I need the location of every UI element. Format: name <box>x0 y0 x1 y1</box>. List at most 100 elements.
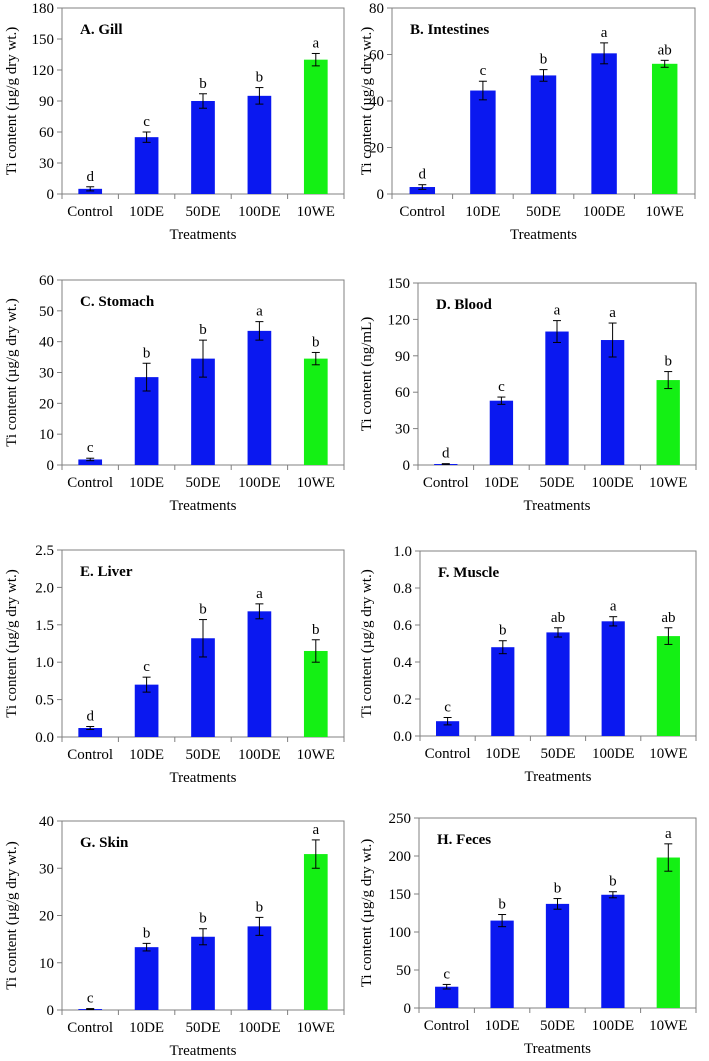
x-tick-label: 100DE <box>592 1018 635 1034</box>
x-axis-title: Treatments <box>510 227 577 243</box>
chart-blood: 0 30 60 90 120 150 d Control c 10DE a 50DE a 100DE b 10… <box>359 276 697 514</box>
x-tick-label: 10WE <box>649 1018 687 1034</box>
bar-10de <box>134 947 159 1010</box>
significance-label: c <box>143 114 150 130</box>
bar-10de <box>491 647 515 736</box>
bar-10we <box>303 59 328 194</box>
significance-label: a <box>256 586 263 602</box>
bar-control <box>78 188 103 194</box>
bar-50de <box>191 358 215 465</box>
chart-gill: 0 30 60 90 120 150 180 d Control c 10DE b 50DE b 100DE… <box>4 1 345 243</box>
significance-label: ab <box>551 610 565 626</box>
significance-label: b <box>498 897 506 913</box>
bar-50de <box>545 331 569 465</box>
bar-control <box>436 721 460 736</box>
x-tick-label: 100DE <box>591 475 634 491</box>
x-tick-label: 10DE <box>129 204 164 220</box>
y-tick-label: 150 <box>32 32 55 48</box>
significance-label: a <box>312 822 319 838</box>
y-tick-label: 50 <box>39 304 54 320</box>
x-tick-label: Control <box>67 475 113 491</box>
significance-label: ab <box>658 42 672 58</box>
x-axis-title: Treatments <box>524 498 591 514</box>
y-tick-label: 40 <box>369 94 384 110</box>
chart-skin: 0 10 20 30 40 c Control b 10DE b 50DE b 100DE a 10WE Tr… <box>4 814 345 1059</box>
x-tick-label: 50DE <box>186 204 221 220</box>
significance-label: a <box>554 303 561 319</box>
x-tick-label: Control <box>425 746 471 762</box>
panel-title: H. Feces <box>437 832 491 848</box>
y-tick-label: 2.5 <box>35 543 54 559</box>
y-tick-label: 0.0 <box>393 729 412 745</box>
bar-10we <box>303 650 328 737</box>
bar-control <box>409 187 436 194</box>
y-axis-title: Ti content (ng/mL) <box>359 317 375 431</box>
x-tick-label: 50DE <box>186 747 221 763</box>
x-tick-label: 10DE <box>485 746 520 762</box>
x-tick-label: 100DE <box>592 746 635 762</box>
chart-stomach: 0 10 20 30 40 50 60 c Control b 10DE b 50DE a 100DE b 10… <box>4 273 345 514</box>
y-tick-label: 250 <box>389 811 412 827</box>
y-tick-label: 0 <box>47 1003 55 1019</box>
panel-title: D. Blood <box>436 297 493 313</box>
y-axis-title: Ti content (µg/g dry wt.) <box>359 27 375 176</box>
y-tick-label: 50 <box>396 963 411 979</box>
y-tick-label: 0 <box>377 187 385 203</box>
x-tick-label: 50DE <box>186 475 221 491</box>
y-tick-label: 30 <box>39 366 54 382</box>
significance-label: b <box>199 76 207 92</box>
x-tick-label: 10DE <box>465 204 500 220</box>
y-tick-label: 0.2 <box>393 692 412 708</box>
x-tick-label: 50DE <box>540 475 575 491</box>
y-tick-label: 120 <box>32 63 55 79</box>
y-tick-label: 0.8 <box>393 581 412 597</box>
y-tick-label: 80 <box>369 1 384 17</box>
x-tick-label: 50DE <box>540 1018 575 1034</box>
x-tick-label: 10WE <box>297 204 335 220</box>
significance-label: a <box>601 25 608 41</box>
panel-title: G. Skin <box>80 835 129 851</box>
bar-50de <box>191 936 215 1010</box>
panel-title: A. Gill <box>80 22 123 38</box>
y-axis-title: Ti content (µg/g dry wt.) <box>359 569 375 718</box>
x-tick-label: Control <box>423 475 469 491</box>
y-tick-label: 150 <box>389 887 412 903</box>
bar-10we <box>651 63 678 194</box>
bar-100de <box>601 894 625 1008</box>
x-axis-title: Treatments <box>170 227 237 243</box>
chart-intestines: 0 20 40 60 80 d Control c 10DE b 50DE a 100DE ab 10WE T… <box>359 1 696 243</box>
panel-title: B. Intestines <box>410 22 489 38</box>
bar-50de <box>191 638 215 737</box>
x-axis-title: Treatments <box>170 770 237 786</box>
y-tick-label: 60 <box>369 48 384 64</box>
x-tick-label: 10WE <box>649 475 687 491</box>
x-tick-label: 50DE <box>541 746 576 762</box>
x-tick-label: 100DE <box>238 475 281 491</box>
bar-100de <box>601 621 625 736</box>
bar-100de <box>591 53 617 195</box>
x-tick-label: 100DE <box>238 1020 281 1036</box>
x-axis-title: Treatments <box>170 1043 237 1059</box>
y-tick-label: 120 <box>388 312 411 328</box>
y-tick-label: 20 <box>39 909 54 925</box>
y-tick-label: 0 <box>403 458 411 474</box>
significance-label: b <box>312 334 320 350</box>
x-tick-label: 10WE <box>297 475 335 491</box>
significance-label: b <box>199 911 207 927</box>
bar-100de <box>600 340 625 465</box>
bar-control <box>78 459 103 465</box>
y-tick-label: 0 <box>404 1001 412 1017</box>
x-tick-label: Control <box>67 1020 113 1036</box>
x-tick-label: Control <box>399 204 445 220</box>
significance-label: c <box>87 991 94 1007</box>
y-tick-label: 60 <box>395 385 410 401</box>
bar-10de <box>470 90 496 194</box>
y-tick-label: 20 <box>39 396 54 412</box>
significance-label: a <box>312 35 319 51</box>
y-axis-title: Ti content (µg/g dry wt.) <box>4 841 20 990</box>
y-tick-label: 60 <box>39 125 54 141</box>
y-tick-label: 2.0 <box>35 580 54 596</box>
x-axis-title: Treatments <box>525 769 592 785</box>
y-tick-label: 20 <box>369 141 384 157</box>
chart-liver: 0.0 0.5 1.0 1.5 2.0 2.5 d Control c 10DE b 50DE a 100… <box>4 543 345 786</box>
